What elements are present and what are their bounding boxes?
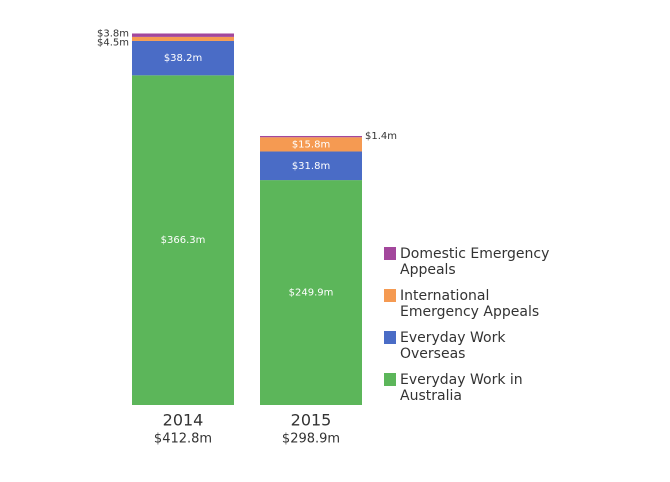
legend-swatch [384, 247, 396, 260]
bar-segment [260, 137, 362, 152]
bar-segment [132, 40, 234, 76]
total-label: $412.8m [154, 432, 212, 447]
total-label: $298.9m [282, 432, 340, 447]
bar-segment [260, 151, 362, 181]
value-label: $3.8m [97, 28, 129, 39]
legend-label: Domestic Emergency Appeals [400, 246, 550, 278]
legend-swatch [384, 373, 396, 386]
value-label: $1.4m [365, 131, 397, 142]
legend-label: Everyday Work Overseas [400, 330, 506, 362]
value-label: $4.5m [97, 37, 129, 48]
legend-label: International Emergency Appeals [400, 288, 540, 320]
bar-segment [132, 75, 234, 405]
value-label: $249.9m [289, 288, 334, 299]
value-label: $366.3m [161, 235, 206, 246]
bar-segment [132, 33, 234, 37]
value-label: $15.8m [292, 139, 330, 150]
category-label: 2015 [291, 411, 332, 430]
bar-segment [260, 180, 362, 405]
legend-label: Everyday Work in Australia [400, 372, 523, 404]
bar-segment [132, 36, 234, 41]
bar-segment [260, 135, 362, 138]
value-label: $31.8m [292, 161, 330, 172]
category-label: 2014 [163, 411, 204, 430]
legend-swatch [384, 331, 396, 344]
value-label: $38.2m [164, 53, 202, 64]
legend-swatch [384, 289, 396, 302]
